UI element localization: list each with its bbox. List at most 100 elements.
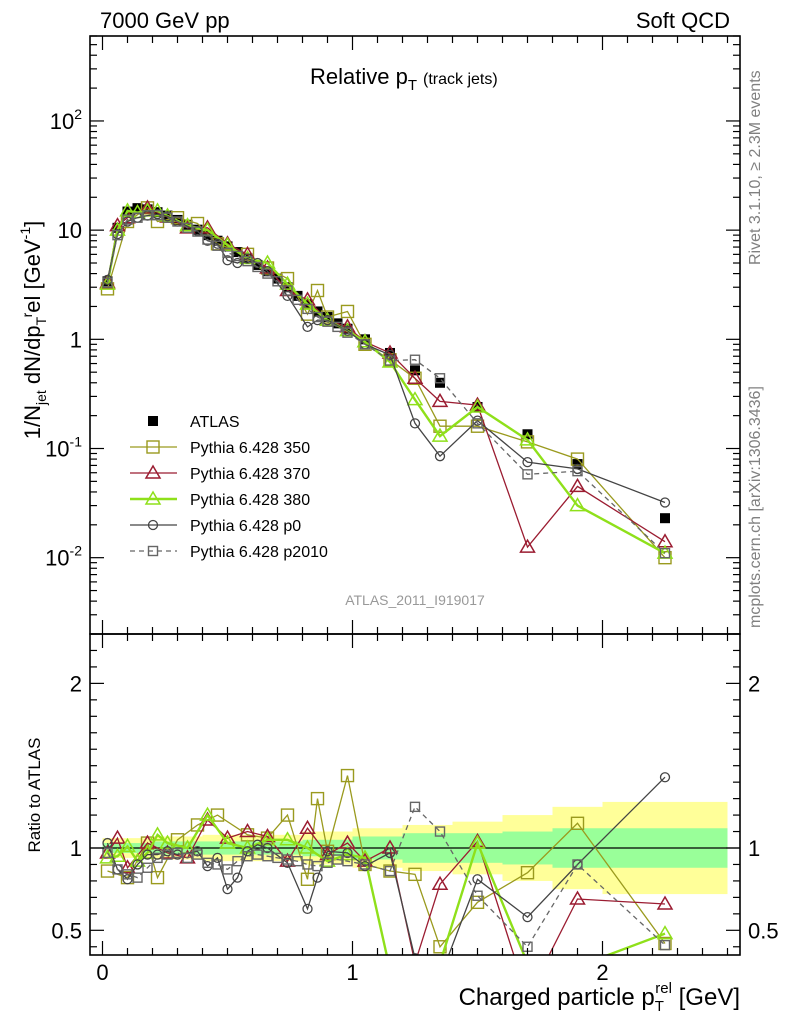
ratio-point-p380-17 — [383, 963, 397, 975]
ratio-point-p0-14 — [252, 839, 263, 850]
point-p2010-11 — [212, 240, 223, 251]
ratio-point-p350-11 — [310, 791, 325, 806]
ratio-point-p350-20 — [570, 816, 585, 831]
legend-item-pythia-6-428-370: Pythia 6.428 370 — [130, 464, 310, 483]
ratio-x-axis: 0 1 2 — [96, 634, 729, 985]
point-p380-5 — [149, 202, 166, 217]
point-p370-17 — [431, 392, 449, 408]
ratio-y-axis-label: Ratio to ATLAS — [25, 738, 44, 853]
point-p2010-26 — [384, 355, 396, 366]
point-p2010-28 — [434, 373, 446, 384]
ratio-point-p350-13 — [340, 768, 355, 783]
legend-item-pythia-6-428-p2010: Pythia 6.428 p2010 — [130, 544, 328, 561]
ratio-point-p350-3 — [150, 870, 165, 885]
legend-marker-p370 — [144, 464, 162, 479]
point-p380-18 — [406, 391, 424, 406]
point-p2010-23 — [332, 321, 343, 333]
ratio-point-p380-8 — [199, 806, 216, 821]
point-p0-24 — [434, 451, 446, 462]
point-p0-22 — [384, 349, 396, 361]
ratio-point-p2010-16 — [262, 851, 273, 862]
point-p2010-17 — [272, 276, 283, 287]
legend-marker-p350 — [146, 440, 160, 454]
ratio-point-p2010-15 — [252, 849, 263, 860]
point-p380-20 — [469, 398, 486, 413]
point-p380-21 — [519, 431, 536, 446]
point-p0-23 — [409, 418, 421, 429]
point-p0-16 — [282, 290, 293, 302]
ratio-point-p370-9 — [259, 827, 276, 843]
ratio-point-p2010-13 — [232, 855, 243, 867]
ratio-ytick-label-1: 1 — [70, 836, 82, 861]
main-panel: 10-2 10-1 1 10 102 Relative pT (track jets) A… — [17, 35, 741, 635]
point-p2010-15 — [252, 261, 263, 273]
ratio-point-p370-8 — [239, 823, 256, 838]
ratio-point-p370-17 — [431, 875, 449, 890]
point-p380-9 — [219, 236, 236, 251]
ratio-frame — [89, 633, 741, 956]
point-p2010-29 — [472, 418, 483, 429]
ratio-point-p2010-11 — [212, 859, 223, 870]
legend-label-p350: Pythia 6.428 350 — [190, 440, 310, 457]
point-p2010-9 — [192, 226, 203, 237]
point-p2010-13 — [232, 250, 243, 262]
point-p2010-32 — [659, 547, 671, 559]
point-p2010-20 — [302, 303, 313, 315]
main-frame — [89, 35, 741, 635]
legend-item-atlas: ATLAS — [148, 414, 240, 431]
ratio-point-p370-16 — [414, 954, 416, 955]
point-p2010-19 — [292, 294, 303, 306]
ratio-point-p0-17 — [302, 903, 313, 915]
legend-marker-p2010 — [147, 545, 159, 557]
ratio-ytick-label-right-1: 1 — [748, 836, 760, 861]
point-p370-3 — [139, 199, 156, 214]
ratio-point-p350-16 — [408, 867, 422, 882]
ratio-point-p0-15 — [262, 842, 273, 854]
point-p380-12 — [279, 275, 296, 290]
point-p380-11 — [259, 254, 276, 269]
ratio-point-p2010-29 — [472, 890, 483, 901]
ratio-point-p0-24 — [436, 974, 445, 983]
ratio-point-p0-11 — [222, 884, 233, 895]
main-ytick-label-1: 1 — [70, 327, 82, 352]
point-p2010-0 — [102, 277, 113, 288]
ratio-ytick-label-right-2: 2 — [748, 671, 760, 696]
ratio-point-p2010-26 — [384, 865, 396, 877]
series-pythia-6-428-370 — [99, 199, 674, 553]
y-label-part1: 1/N — [20, 405, 45, 439]
legend-label-p2010: Pythia 6.428 p2010 — [190, 544, 328, 561]
legend-item-pythia-6-428-p0: Pythia 6.428 p0 — [130, 518, 301, 535]
ratio-point-p2010-20 — [302, 859, 313, 870]
point-p2010-7 — [172, 216, 183, 227]
point-p370-20 — [569, 477, 586, 493]
ratio-ytick-label-2: 2 — [70, 671, 82, 696]
ratio-point-p380-15 — [339, 846, 356, 861]
main-title-subscript: T — [408, 77, 417, 94]
point-p370-18 — [469, 396, 486, 411]
series-pythia-6-428-380 — [99, 202, 674, 559]
point-p0-26 — [522, 456, 533, 468]
point-p2010-4 — [142, 210, 153, 221]
ratio-point-p350-19 — [520, 865, 535, 880]
ratio-panel: 0.5 0.5 1 1 2 2 0 1 2 Ratio to ATLAS Charged pa… — [25, 633, 779, 1015]
point-p370-19 — [519, 538, 536, 553]
point-p370-16 — [406, 369, 424, 385]
ratio-point-p0-25 — [472, 874, 483, 885]
ratio-point-p380-22 — [571, 960, 585, 972]
point-p2010-22 — [322, 316, 333, 327]
point-p2010-14 — [242, 255, 253, 267]
ratio-point-p0-28 — [659, 772, 671, 783]
ratio-point-p2010-9 — [192, 849, 203, 860]
point-p350-20 — [570, 452, 585, 466]
ratio-point-p2010-17 — [272, 852, 283, 864]
ratio-point-p2010-5 — [152, 852, 163, 864]
ratio-point-p2010-2 — [122, 869, 133, 880]
point-p380-17 — [381, 353, 399, 368]
ratio-point-p370-3 — [139, 834, 156, 849]
ratio-point-p2010-0 — [102, 847, 113, 859]
point-p350-11 — [310, 283, 325, 298]
mcplots-label: mcplots.cern.ch [arXiv:1306.3436] — [747, 386, 764, 628]
point-p0-12 — [232, 257, 243, 269]
point-p2010-5 — [152, 210, 163, 221]
ratio-point-p0-22 — [384, 847, 396, 859]
